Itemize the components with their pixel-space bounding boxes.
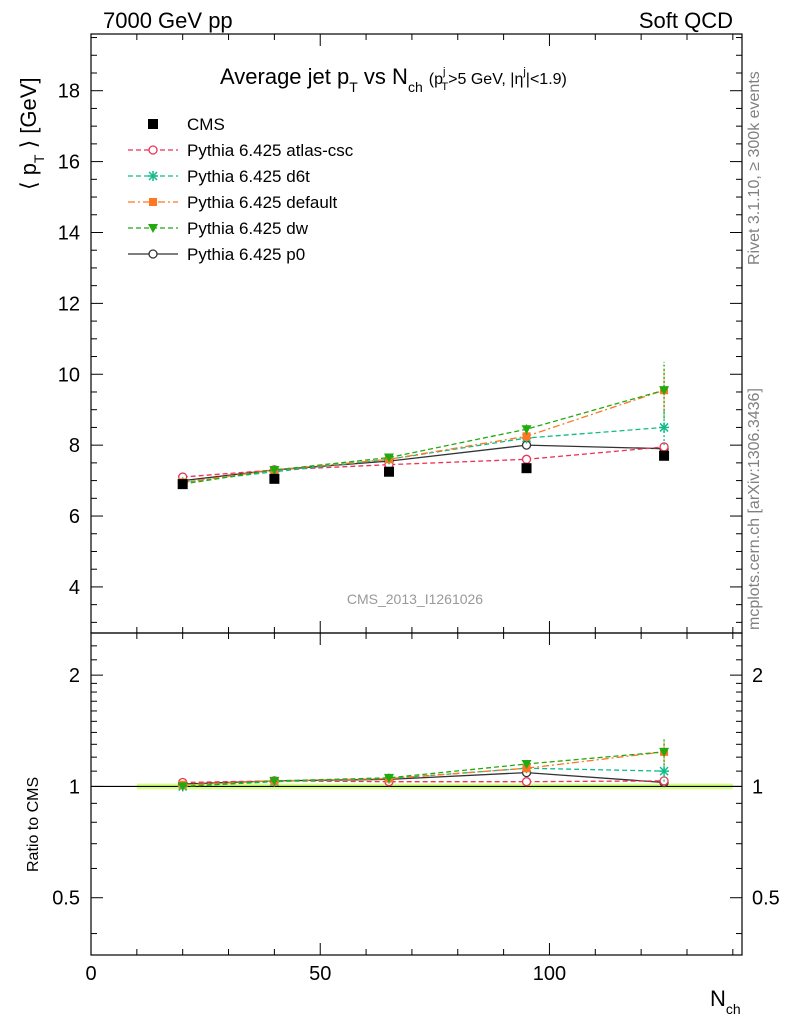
series-dw <box>177 361 670 490</box>
point-dw <box>383 453 394 463</box>
series-line-d6t <box>182 426 665 484</box>
point-dw <box>269 465 280 475</box>
legend-entry-CMS: CMS <box>148 115 225 134</box>
legend-label-p0: Pythia 6.425 p0 <box>187 245 305 264</box>
legend-entry-p0: Pythia 6.425 p0 <box>128 245 305 264</box>
point-dw <box>521 425 532 435</box>
legend-entry-dw: Pythia 6.425 dw <box>128 219 309 238</box>
point-atlas-csc <box>521 454 532 464</box>
main-y-tick-label: 6 <box>69 506 80 528</box>
ratio-y-tick-label-right: 0.5 <box>752 888 780 910</box>
main-y-tick-label: 14 <box>58 222 80 244</box>
ratio-line-default <box>182 751 665 786</box>
main-y-tick-label: 4 <box>69 577 80 599</box>
x-tick-label: 0 <box>85 963 96 985</box>
energy-label: 7000 GeV pp <box>103 8 233 33</box>
x-tick-label: 50 <box>309 963 331 985</box>
ratio-panel-frame <box>90 632 743 956</box>
legend-label-default: Pythia 6.425 default <box>187 193 338 212</box>
ratio-y-axis-label: Ratio to CMS <box>25 777 42 872</box>
rivet-version-label: Rivet 3.1.10, ≥ 300k events <box>746 71 763 265</box>
point-cms <box>269 473 280 484</box>
legend-label-d6t: Pythia 6.425 d6t <box>187 167 310 186</box>
ratio-point-dw <box>383 773 394 783</box>
ratio-panel-border <box>90 632 743 956</box>
legend-marker-default <box>149 198 157 206</box>
main-y-tick-label: 12 <box>58 293 80 315</box>
series-cms <box>177 450 670 490</box>
data-marks <box>177 361 670 792</box>
point-cms <box>521 463 532 474</box>
ratio-point-dw <box>269 776 280 786</box>
point-d6t <box>659 422 670 433</box>
point-dw <box>659 386 670 396</box>
legend-marker-dw <box>148 224 158 233</box>
legend-label-CMS: CMS <box>187 115 225 134</box>
ratio-point-d6t <box>659 766 670 777</box>
ratio-y-tick-label: 1 <box>69 776 80 798</box>
ratio-point-d6t-stroke <box>659 766 669 776</box>
main-y-tick-label: 16 <box>58 152 80 174</box>
main-y-tick-label: 8 <box>69 435 80 457</box>
main-y-axis-label: ⟨ pT ⟩ [GeV] <box>16 77 47 190</box>
series-atlas-csc <box>178 442 669 482</box>
ratio-y-tick-label-right: 2 <box>752 665 763 687</box>
series-d6t <box>177 409 670 488</box>
point-d6t-stroke <box>659 422 669 432</box>
legend-marker-CMS <box>148 119 158 129</box>
point-cms <box>659 450 670 461</box>
ratio-y-tick-label: 2 <box>69 665 80 687</box>
legend-marker-p0 <box>148 249 158 259</box>
process-label: Soft QCD <box>639 8 733 33</box>
series-line-default <box>182 389 665 484</box>
analysis-watermark: CMS_2013_I1261026 <box>347 591 483 607</box>
legend-entry-d6t: Pythia 6.425 d6t <box>128 167 310 186</box>
main-y-tick-label: 10 <box>58 364 80 386</box>
ratio-series-dw <box>177 739 670 792</box>
legend-entry-default: Pythia 6.425 default <box>128 193 338 212</box>
ratio-point-atlas-csc <box>521 777 532 787</box>
legend-entry-atlas-csc: Pythia 6.425 atlas-csc <box>128 141 354 160</box>
legend-marker-d6t <box>148 171 158 181</box>
legend: CMS Pythia 6.425 atlas-csc Pythia 6.425 d6… <box>128 115 354 264</box>
ratio-point-dw <box>521 759 532 769</box>
x-axis-label: Nch <box>710 986 741 1017</box>
legend-marker-d6t-stroke <box>148 171 158 181</box>
point-default <box>522 432 531 441</box>
point-cms <box>177 479 188 490</box>
mcplots-reference-label: mcplots.cern.ch [arXiv:1306.3436] <box>746 388 763 630</box>
legend-label-dw: Pythia 6.425 dw <box>187 219 309 238</box>
ratio-y-tick-label-right: 1 <box>752 776 763 798</box>
chart-title: Average jet pT vs Nch (pj T>5 GeV, |ηj|<1.… <box>220 64 567 95</box>
legend-label-atlas-csc: Pythia 6.425 atlas-csc <box>187 141 354 160</box>
ratio-point-dw <box>177 782 188 792</box>
series-line-dw <box>182 389 665 485</box>
main-y-tick-label: 18 <box>58 81 80 103</box>
series-default <box>178 368 669 487</box>
ratio-point-dw <box>659 747 670 757</box>
legend-marker-atlas-csc <box>148 145 158 155</box>
point-cms <box>383 466 394 477</box>
x-tick-label: 100 <box>533 963 566 985</box>
ratio-y-tick-label: 0.5 <box>52 888 80 910</box>
